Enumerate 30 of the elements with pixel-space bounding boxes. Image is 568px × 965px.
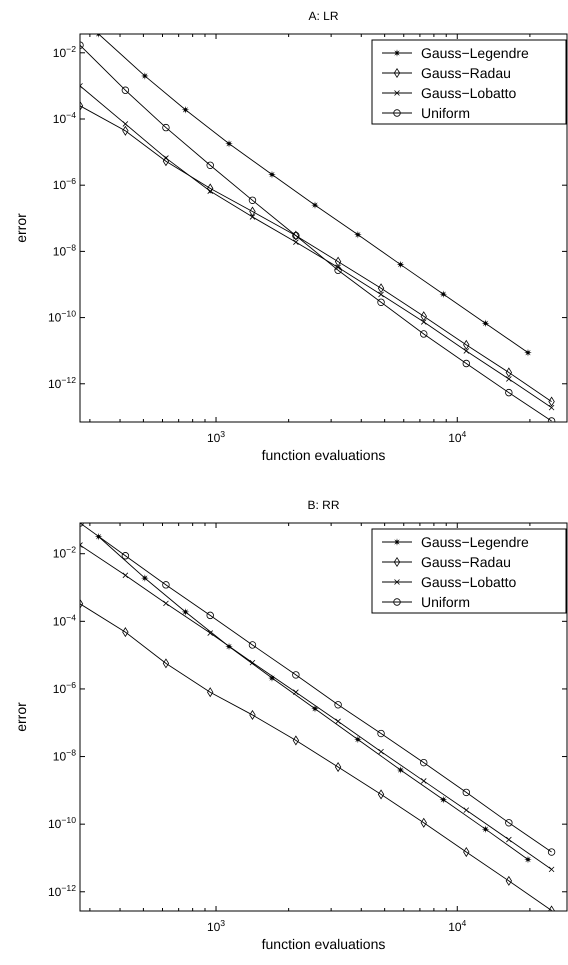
legend-label: Uniform — [421, 105, 470, 121]
legend-label: Gauss−Radau — [421, 65, 511, 81]
y-tick-label: 10$^{−4}$ — [52, 612, 76, 628]
y-tick-label: 10$^{−6}$ — [52, 176, 76, 192]
x-axis-title: function evaluations — [262, 936, 386, 952]
y-tick-label: 10$^{−2}$ — [52, 44, 76, 60]
y-tick-label: 10$^{−12}$ — [48, 882, 76, 899]
chart-title: B: RR — [307, 498, 340, 512]
legend-label: Gauss−Radau — [421, 554, 511, 570]
x-tick-label: 10$^{3}$ — [206, 429, 226, 445]
legend-label: Uniform — [421, 594, 470, 610]
y-axis-title: error — [13, 212, 29, 243]
legend-label: Gauss−Legendre — [421, 534, 530, 550]
y-axis-title: error — [13, 702, 29, 732]
x-tick-label: 10$^{4}$ — [448, 429, 467, 445]
y-tick-label: 10$^{−10}$ — [48, 815, 76, 832]
y-tick-label: 10$^{−8}$ — [52, 242, 76, 258]
x-tick-label: 10$^{4}$ — [448, 918, 467, 934]
legend-label: Gauss−Lobatto — [421, 85, 517, 101]
y-tick-label: 10$^{−6}$ — [52, 680, 76, 696]
y-tick-label: 10$^{−2}$ — [52, 544, 76, 561]
y-tick-label: 10$^{−12}$ — [48, 374, 76, 391]
legend-label: Gauss−Legendre — [421, 45, 530, 61]
legend-label: Gauss−Lobatto — [421, 574, 517, 590]
x-tick-label: 10$^{3}$ — [206, 918, 226, 934]
chart-title: A: LR — [308, 9, 339, 23]
x-axis-title: function evaluations — [262, 447, 386, 463]
y-tick-label: 10$^{−8}$ — [52, 748, 76, 764]
y-tick-label: 10$^{−10}$ — [48, 308, 76, 325]
y-tick-label: 10$^{−4}$ — [52, 110, 76, 126]
